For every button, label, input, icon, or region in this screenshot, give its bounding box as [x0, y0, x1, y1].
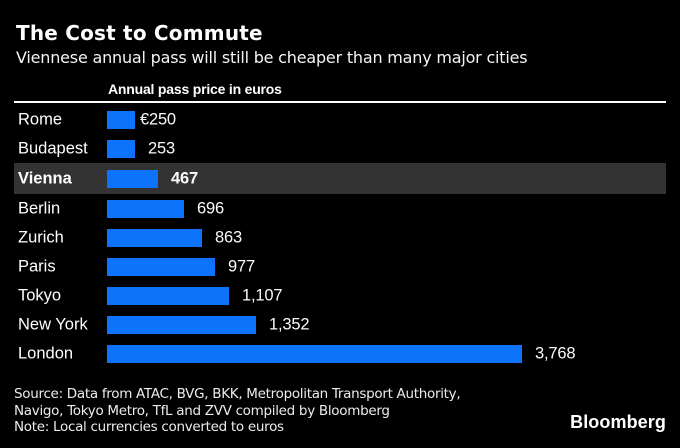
source-line-1: Source: Data from ATAC, BVG, BKK, Metrop… — [14, 386, 461, 402]
category-label-new-york: New York — [18, 315, 88, 333]
value-label-vienna: 467 — [171, 169, 198, 187]
value-label-rome: €250 — [140, 110, 176, 128]
source-note: Source: Data from ATAC, BVG, BKK, Metrop… — [14, 386, 461, 436]
bar-zurich — [107, 228, 202, 247]
chart-subtitle: Viennese annual pass will still be cheap… — [16, 48, 528, 67]
chart-row-paris: Paris 977 — [14, 252, 666, 281]
note-line: Note: Local currencies converted to euro… — [14, 419, 284, 435]
bloomberg-logo: Bloomberg — [570, 412, 666, 432]
chart-row-tokyo: Tokyo 1,107 — [14, 281, 666, 310]
value-label-budapest: 253 — [148, 139, 175, 157]
category-label-vienna: Vienna — [18, 169, 72, 187]
category-label-paris: Paris — [18, 257, 56, 275]
chart-row-rome: Rome €250 — [14, 105, 666, 134]
bar-paris — [107, 257, 215, 276]
bar-rome — [107, 110, 135, 129]
chart-row-vienna: Vienna 467 — [14, 163, 666, 194]
value-label-tokyo: 1,107 — [242, 286, 283, 304]
value-label-new-york: 1,352 — [269, 315, 310, 333]
source-line-2: Navigo, Tokyo Metro, TfL and ZVV compile… — [14, 402, 390, 419]
bar-berlin — [107, 199, 184, 218]
category-label-berlin: Berlin — [18, 199, 61, 217]
bar-vienna — [107, 169, 158, 188]
chart-row-new-york: New York 1,352 — [14, 310, 666, 339]
chart-row-zurich: Zurich 863 — [14, 223, 666, 252]
category-label-zurich: Zurich — [18, 228, 64, 246]
category-label-rome: Rome — [18, 110, 63, 128]
category-label-tokyo: Tokyo — [18, 286, 62, 304]
value-label-paris: 977 — [228, 257, 255, 275]
category-label-budapest: Budapest — [18, 139, 88, 157]
category-label-london: London — [18, 344, 74, 362]
chart-row-london: London 3,768 — [14, 339, 666, 368]
value-label-zurich: 863 — [215, 228, 242, 246]
bar-london — [107, 344, 522, 363]
header-rule — [14, 101, 666, 103]
bar-budapest — [107, 139, 135, 158]
chart-row-berlin: Berlin 696 — [14, 194, 666, 223]
bar-chart: Rome €250 Budapest 253 Vienna 467 Berlin 696 Zur… — [14, 105, 666, 368]
chart-title: The Cost to Commute — [16, 21, 263, 45]
bar-tokyo — [107, 286, 229, 305]
value-label-london: 3,768 — [535, 344, 576, 362]
bar-new-york — [107, 315, 256, 334]
chart-row-budapest: Budapest 253 — [14, 134, 666, 163]
axis-title: Annual pass price in euros — [108, 81, 282, 97]
value-label-berlin: 696 — [197, 199, 224, 217]
